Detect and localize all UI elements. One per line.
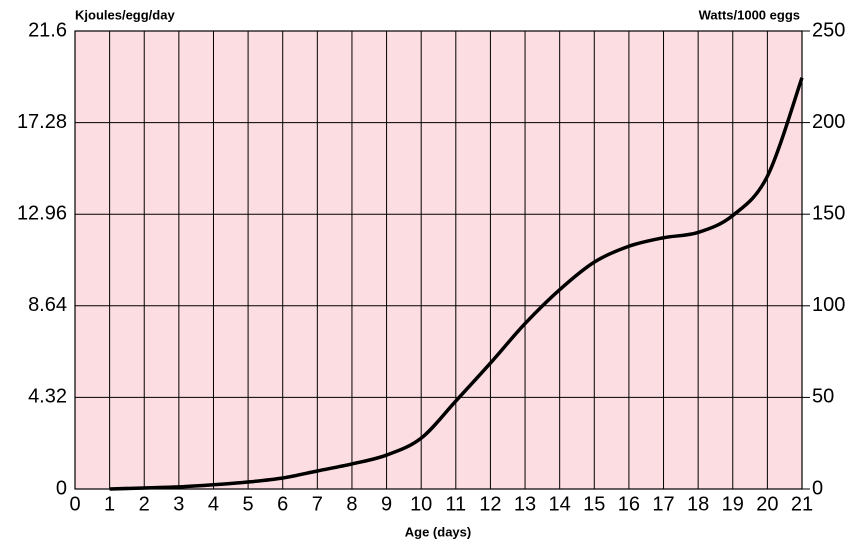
x-tick-label: 10 [410, 493, 432, 515]
y-tick-label: 0 [56, 477, 67, 499]
x-tick-label: 21 [791, 493, 813, 515]
x-tick-label: 0 [69, 493, 80, 515]
x-tick-label: 15 [583, 493, 605, 515]
y-tick-label: 8.64 [28, 294, 67, 316]
y-tick-label: 17.28 [17, 111, 67, 133]
x-tick-label: 14 [549, 493, 571, 515]
x-tick-label: 3 [173, 493, 184, 515]
y2-tick-label: 50 [812, 386, 834, 408]
x-tick-label: 13 [514, 493, 536, 515]
x-tick-label: 19 [722, 493, 744, 515]
y2-tick-label: 200 [812, 111, 845, 133]
plot-frame [74, 30, 803, 490]
y2-tick-label: 250 [812, 19, 845, 41]
y2-axis-label: Watts/1000 eggs [699, 7, 800, 22]
x-tick-label: 4 [208, 493, 219, 515]
x-tick-label: 6 [277, 493, 288, 515]
x-tick-label: 11 [445, 493, 466, 515]
y2-tick-label: 0 [812, 477, 823, 499]
x-tick-label: 5 [243, 493, 254, 515]
line-series [109, 77, 804, 491]
y-tick-label: 12.96 [17, 202, 67, 224]
x-axis-label: Age (days) [405, 524, 471, 539]
x-tick-label: 20 [756, 493, 778, 515]
y-tick-label: 21.6 [28, 19, 67, 41]
x-tick-label: 2 [139, 493, 150, 515]
x-tick-label: 17 [652, 493, 674, 515]
x-tick-label: 9 [381, 493, 392, 515]
x-tick-label: 18 [687, 493, 709, 515]
x-tick-label: 12 [479, 493, 501, 515]
plot-background [75, 31, 802, 489]
y2-tick-label: 100 [812, 294, 845, 316]
x-tick-label: 7 [312, 493, 323, 515]
x-tick-label: 8 [346, 493, 357, 515]
y-axis-label: Kjoules/egg/day [75, 7, 175, 22]
y2-tick-label: 150 [812, 202, 845, 224]
x-tick-label: 16 [618, 493, 640, 515]
y-tick-label: 4.32 [28, 386, 67, 408]
x-tick-label: 1 [104, 493, 115, 515]
